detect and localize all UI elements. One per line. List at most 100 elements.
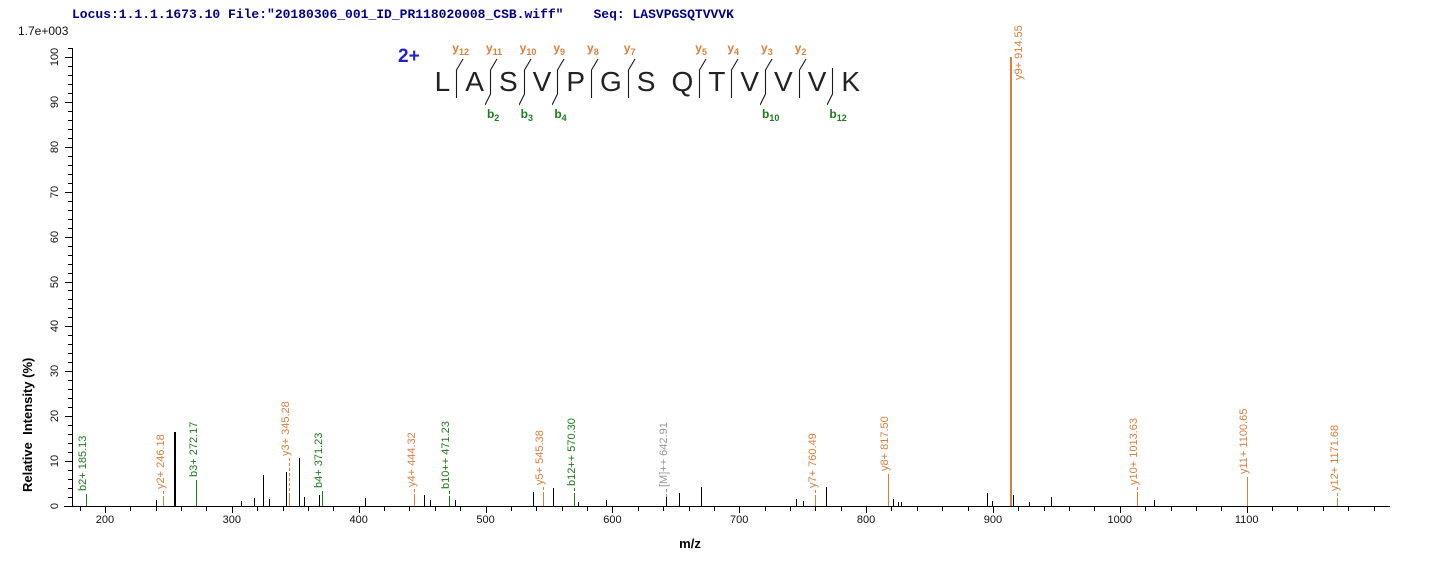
peak-label: y8+ 817.50 (879, 415, 892, 471)
peak-label-leader (815, 490, 817, 499)
cleavage-line-icon (827, 68, 834, 106)
peak (701, 486, 703, 506)
peak (901, 502, 903, 506)
cleavage-mark: y12 (451, 41, 469, 106)
b-ion-label: b3 (520, 107, 533, 123)
cleavage-mark: y2 (794, 41, 807, 106)
cleavage-mark: y8 (586, 41, 599, 106)
y-tick (68, 290, 72, 292)
x-tick-label: 400 (349, 514, 368, 526)
peak-label-leader (666, 488, 668, 497)
x-tick (384, 507, 386, 511)
cleavage-line-icon (731, 58, 739, 98)
y-tick (68, 263, 72, 265)
y-tick (65, 146, 72, 148)
peak (241, 500, 243, 506)
cleavage-line-icon (760, 58, 773, 106)
x-tick (840, 507, 842, 511)
peak (679, 493, 681, 506)
residue: G (600, 66, 622, 97)
labeled-peak (1010, 57, 1013, 506)
y-tick (68, 164, 72, 166)
peak (263, 475, 265, 506)
y-tick (68, 209, 72, 211)
y-ion-label: y8 (587, 41, 599, 57)
y-tick (65, 326, 72, 328)
labeled-peak (1136, 495, 1138, 506)
x-tick (866, 507, 868, 513)
peak (892, 499, 894, 506)
labeled-peak (1246, 476, 1248, 506)
y-ion-label: y3 (761, 41, 773, 57)
x-tick (916, 507, 918, 511)
y-tick-label-text: 0 (49, 502, 61, 510)
x-tick (231, 507, 233, 513)
peak (1029, 501, 1031, 506)
labeled-peak (448, 498, 450, 506)
x-tick (485, 507, 487, 513)
cleavage-line-icon (798, 58, 807, 98)
x-tick (789, 507, 791, 511)
peak-label: y11+ 1100.65 (1238, 408, 1251, 474)
peak-label: y7+ 760.49 (806, 433, 819, 489)
y-tick (68, 137, 72, 139)
x-tick (1069, 507, 1071, 511)
y-tick (68, 182, 72, 184)
peak (577, 501, 579, 506)
residue: Q (671, 66, 694, 97)
x-tick (1221, 507, 1223, 511)
spectrum-header: Locus:1.1.1.1673.10 File:"20180306_001_I… (72, 7, 734, 22)
peak-label-leader (414, 489, 416, 498)
x-tick (460, 507, 462, 511)
y-tick-label-text: 50 (49, 275, 61, 288)
peak (173, 431, 176, 506)
labeled-peak (288, 496, 290, 506)
y-tick-label-text: 60 (49, 230, 61, 243)
y-tick (65, 506, 72, 507)
b-ion-label: b12 (829, 107, 847, 123)
peak-label: y9+ 914.55 (1013, 25, 1026, 80)
cleavage-mark: y4 (726, 41, 739, 106)
y-tick (68, 128, 72, 130)
peak-label: y4+ 444.32 (405, 432, 418, 488)
x-tick (739, 507, 741, 513)
x-tick (561, 507, 563, 511)
x-tick-label: 500 (476, 514, 495, 526)
x-tick (155, 507, 157, 511)
peak (429, 500, 431, 506)
x-tick (282, 507, 284, 511)
peak (826, 486, 828, 506)
peak-label-leader (1337, 492, 1339, 501)
x-tick (764, 507, 766, 511)
cleavage-line-icon (552, 58, 565, 106)
residue: A (465, 66, 484, 97)
x-tick (713, 507, 715, 511)
y-ion-label: y11 (485, 41, 503, 57)
labeled-peak (414, 497, 416, 506)
x-tick (663, 507, 665, 511)
y-tick (68, 362, 72, 364)
y-tick (68, 398, 72, 400)
peak (364, 497, 366, 506)
y-axis-title-wrap: Relative Intensity (%) (4, 160, 40, 492)
y-tick (68, 425, 72, 427)
x-tick-label: 700 (730, 514, 749, 526)
labeled-peak (666, 496, 668, 506)
peak (552, 488, 554, 506)
peak-label: y5+ 545.38 (534, 430, 547, 485)
x-tick (815, 507, 817, 511)
y-tick (68, 308, 72, 310)
x-tick (409, 507, 411, 511)
b-ion-label: b2 (486, 107, 500, 123)
peak-label-leader (448, 490, 450, 499)
y-tick (65, 57, 72, 58)
y-tick-label: 70 (46, 172, 64, 212)
x-tick (1094, 507, 1096, 511)
peak (299, 457, 301, 506)
x-tick (358, 507, 360, 513)
cleavage-mark: y9 b4 (552, 41, 567, 123)
y-ion-label: y4 (727, 41, 740, 57)
cleavage-mark: y7 (623, 41, 636, 106)
y-tick-label: 50 (46, 262, 64, 302)
